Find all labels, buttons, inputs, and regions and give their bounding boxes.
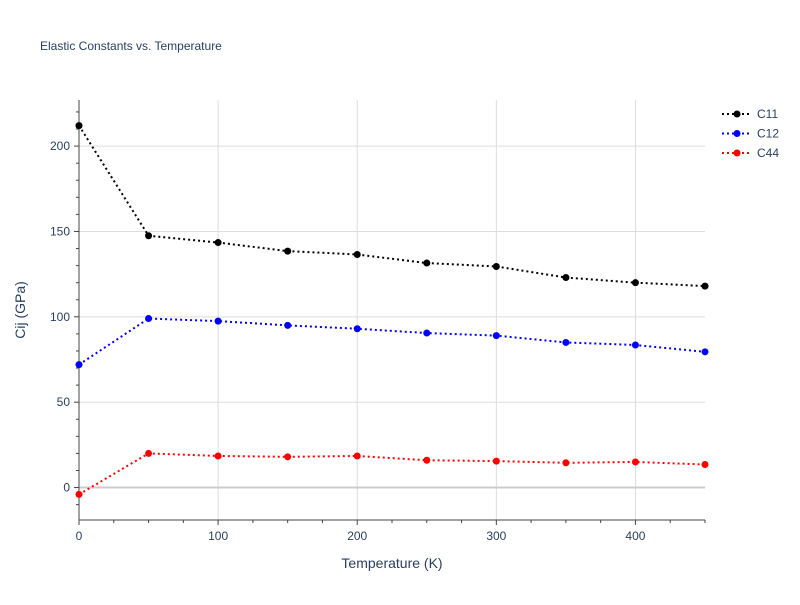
y-tick-label: 50 <box>57 395 71 409</box>
plot-area <box>75 122 709 498</box>
series-line-c12 <box>78 317 706 366</box>
legend-item-c44[interactable]: C44 <box>722 146 779 160</box>
y-tick-label: 200 <box>50 139 70 153</box>
axes: 0 100 200 300 400 0 50 100 150 200 <box>50 100 706 543</box>
series-line-c11 <box>78 125 706 288</box>
data-point-c44 <box>75 490 83 498</box>
x-axis-label: Temperature (K) <box>341 555 442 571</box>
data-point-c44 <box>284 453 292 461</box>
data-point-c11 <box>492 262 500 270</box>
data-point-c11 <box>423 259 431 267</box>
data-point-c12 <box>631 341 639 349</box>
y-axis-label: Cij (GPa) <box>12 281 28 339</box>
data-point-c44 <box>562 459 570 467</box>
legend-item-c11[interactable]: C11 <box>722 107 778 121</box>
data-point-c44 <box>631 458 639 466</box>
grid <box>79 100 705 520</box>
series-line-c44 <box>78 452 706 496</box>
data-point-c11 <box>284 247 292 255</box>
y-tick-label: 0 <box>63 481 70 495</box>
legend-label-c12: C12 <box>757 127 779 141</box>
data-point-c12 <box>145 315 153 323</box>
data-point-c11 <box>701 282 709 290</box>
data-point-c12 <box>423 329 431 337</box>
data-point-c12 <box>214 317 222 325</box>
data-point-c12 <box>353 325 361 333</box>
data-point-c44 <box>145 449 153 457</box>
data-point-c11 <box>145 232 153 240</box>
legend-label-c44: C44 <box>757 146 779 160</box>
x-tick-label: 0 <box>76 529 83 543</box>
legend-marker-c11 <box>733 110 741 118</box>
legend-marker-c44 <box>733 149 741 157</box>
data-point-c11 <box>75 122 83 130</box>
data-point-c44 <box>701 461 709 469</box>
data-point-c11 <box>353 251 361 259</box>
x-tick-label: 400 <box>625 529 645 543</box>
x-tick-label: 100 <box>208 529 228 543</box>
y-tick-label: 100 <box>50 310 70 324</box>
data-point-c44 <box>492 457 500 465</box>
data-point-c12 <box>492 332 500 340</box>
legend-label-c11: C11 <box>757 107 778 121</box>
data-point-c44 <box>353 452 361 460</box>
data-point-c44 <box>423 456 431 464</box>
legend-marker-c12 <box>733 130 741 137</box>
data-point-c11 <box>631 279 639 287</box>
legend-item-c12[interactable]: C12 <box>722 127 779 141</box>
chart-title: Elastic Constants vs. Temperature <box>40 39 222 53</box>
data-point-c44 <box>214 452 222 460</box>
x-tick-label: 300 <box>486 529 506 543</box>
data-point-c11 <box>562 274 570 282</box>
data-point-c12 <box>562 338 570 346</box>
data-point-c12 <box>701 348 709 356</box>
data-point-c11 <box>214 239 222 247</box>
x-tick-label: 200 <box>347 529 367 543</box>
data-point-c12 <box>284 321 292 329</box>
y-tick-label: 150 <box>50 224 70 238</box>
data-point-c12 <box>75 361 83 369</box>
legend[interactable]: C11 C12 C44 <box>722 107 779 160</box>
